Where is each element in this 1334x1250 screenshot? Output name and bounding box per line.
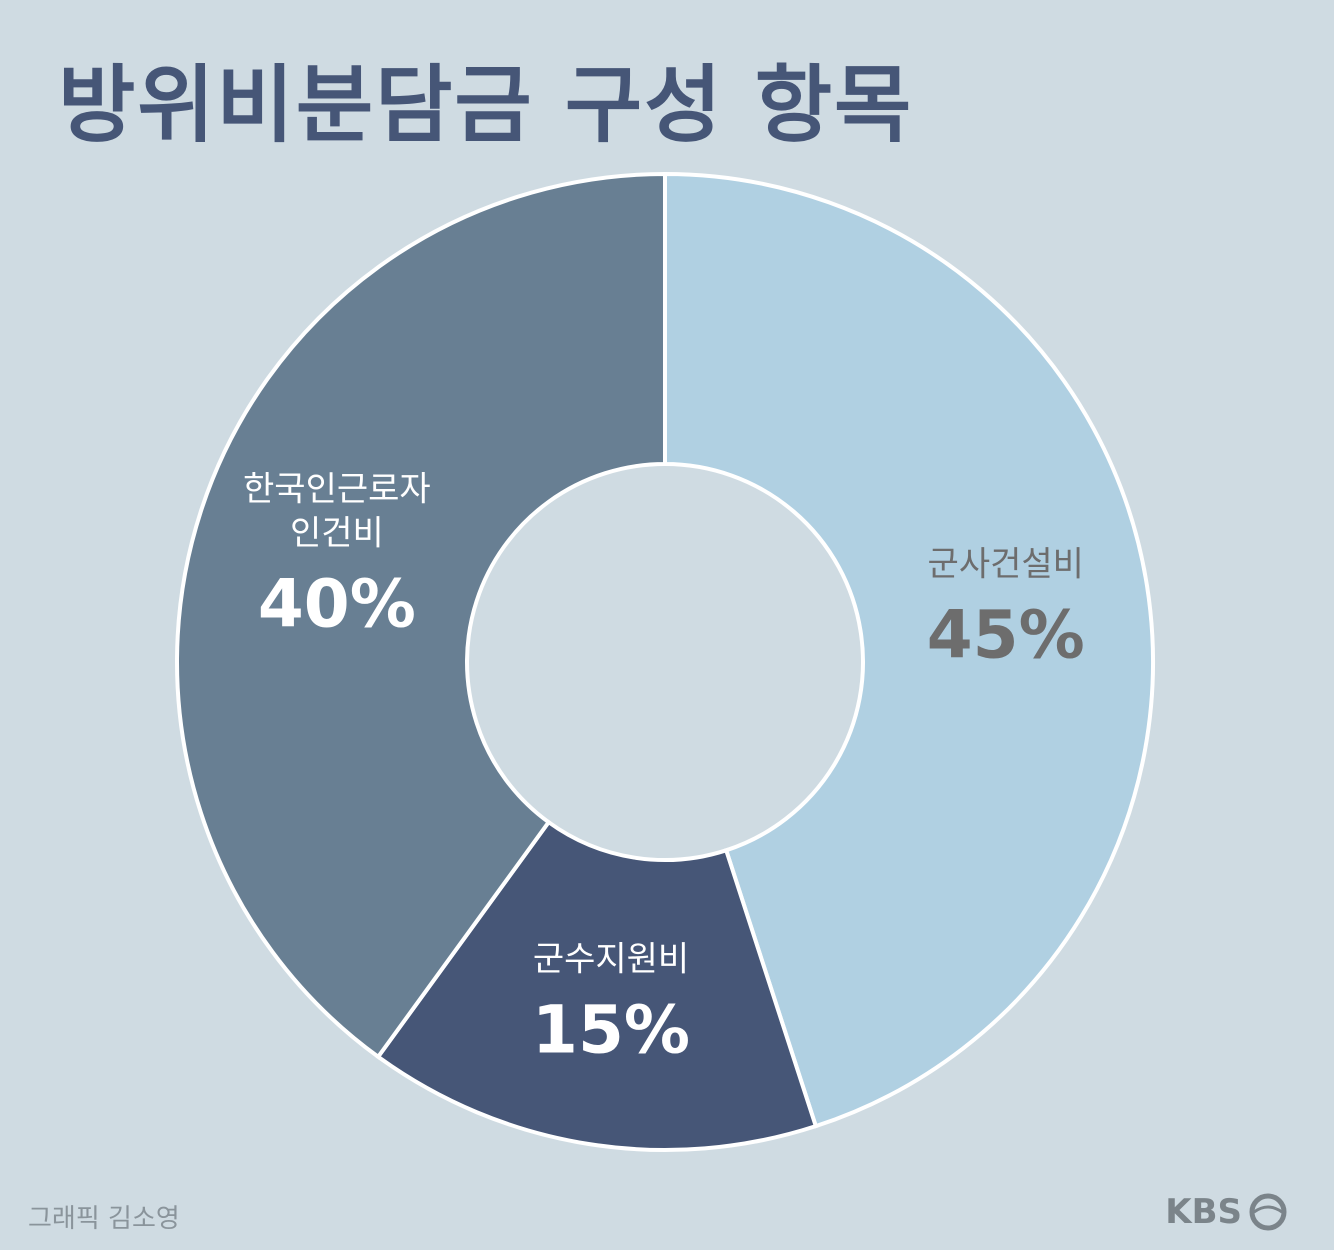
source: KBS xyxy=(1165,1192,1288,1232)
slice xyxy=(663,171,1155,1129)
slice-label: 군수지원비 15% xyxy=(501,937,721,1068)
slice-label: 군사건설비 45% xyxy=(896,543,1116,674)
value-label: 40% xyxy=(257,565,416,643)
slice-label: 한국인근로자 인건비 40% xyxy=(227,468,447,643)
slice xyxy=(375,819,819,1152)
logo xyxy=(1249,1193,1287,1231)
source-name: KBS xyxy=(1165,1192,1242,1232)
value-label: 45% xyxy=(926,596,1085,674)
category-label: 한국인근로자 인건비 xyxy=(243,469,431,554)
credit: 그래픽 김소영 xyxy=(28,1204,180,1234)
category-label: 군사건설비 xyxy=(927,544,1084,585)
chart-title: 방위비분담금 구성 항목 xyxy=(58,56,914,154)
slice xyxy=(175,171,667,1060)
category-label: 군수지원비 xyxy=(532,939,690,980)
value-label: 15% xyxy=(532,991,690,1069)
